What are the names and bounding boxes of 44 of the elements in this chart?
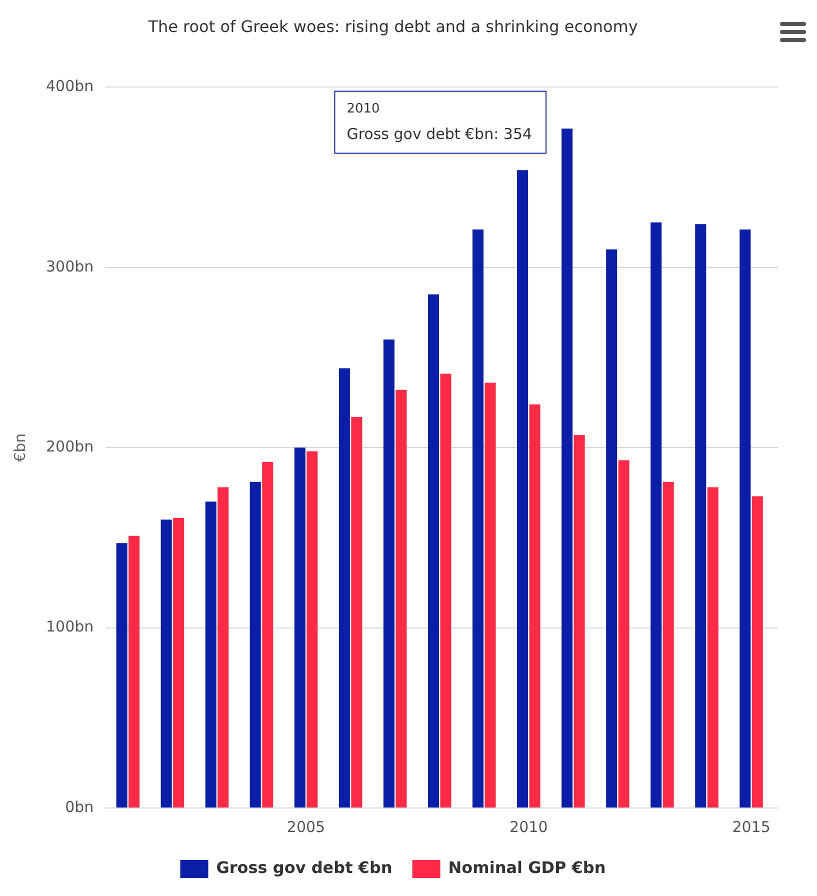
bar [306, 451, 318, 808]
x-tick-label: 2015 [732, 818, 770, 836]
y-tick-label: 100bn [46, 618, 94, 636]
bar [250, 482, 261, 808]
bar [529, 404, 540, 808]
bar [218, 487, 229, 808]
bar [116, 543, 128, 808]
bar [262, 462, 274, 808]
bar [351, 416, 362, 808]
bar [618, 460, 630, 808]
bar [662, 482, 674, 808]
x-tick-label: 2005 [286, 818, 326, 836]
bar [173, 518, 184, 808]
y-axis-title: €bn [10, 433, 29, 462]
y-tick-label: 200bn [46, 437, 94, 456]
y-tick-label: 400bn [46, 77, 94, 96]
legend-label: Nominal GDP €bn [448, 858, 606, 878]
bar [707, 487, 718, 808]
bar [428, 294, 439, 808]
bar [484, 382, 496, 808]
bar [338, 368, 350, 808]
y-tick-label: 300bn [46, 257, 94, 276]
bar [383, 339, 394, 808]
bar [650, 222, 662, 808]
bar [574, 434, 585, 808]
bar [517, 170, 528, 808]
bar [160, 520, 172, 808]
annotation: 2010 [346, 102, 380, 117]
bar [740, 230, 751, 808]
bar [472, 230, 484, 808]
x-tick-label: 2010 [510, 818, 548, 836]
legend-label: Gross gov debt €bn [216, 858, 392, 878]
annotation: Gross gov debt €bn: 354 [346, 125, 532, 144]
bar [695, 224, 706, 808]
bar [752, 496, 763, 808]
bar [440, 374, 452, 808]
bar [396, 390, 407, 808]
bar [128, 536, 140, 808]
y-tick-label: 0bn [65, 798, 94, 816]
bar [562, 128, 573, 808]
bar [205, 502, 216, 808]
bar [606, 249, 618, 808]
bar [294, 448, 306, 808]
chart-title: The root of Greek woes: rising debt and a shrinking economy [147, 16, 638, 36]
